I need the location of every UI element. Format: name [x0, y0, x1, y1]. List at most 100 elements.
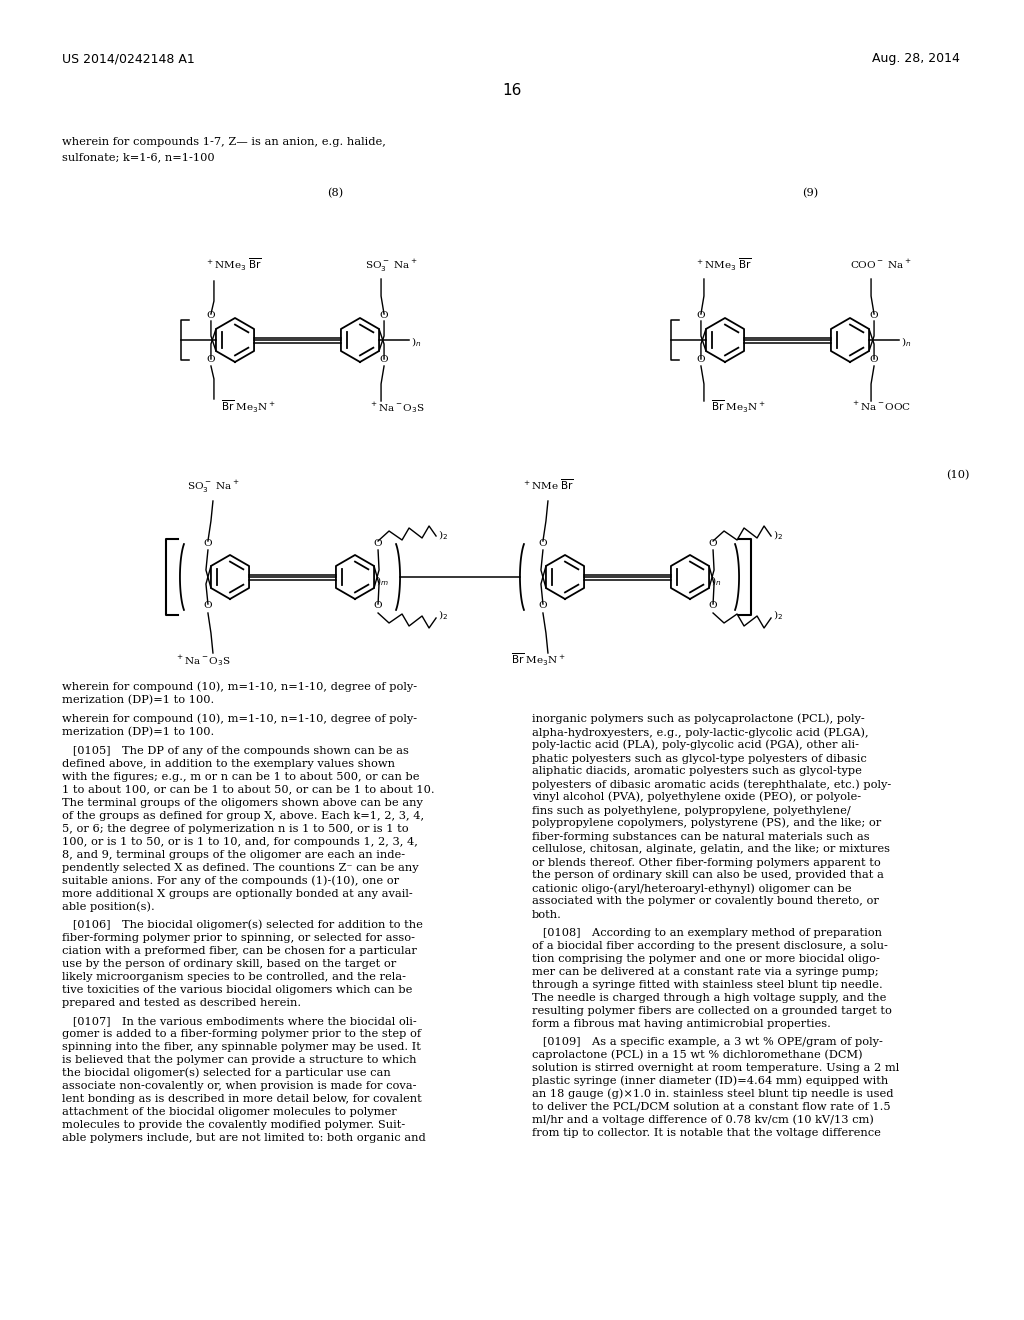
Text: The terminal groups of the oligomers shown above can be any: The terminal groups of the oligomers sho…	[62, 797, 423, 808]
Text: resulting polymer fibers are collected on a grounded target to: resulting polymer fibers are collected o…	[532, 1006, 892, 1015]
Text: [0105] The DP of any of the compounds shown can be as: [0105] The DP of any of the compounds sh…	[62, 746, 409, 755]
Text: polyesters of dibasic aromatic acids (terephthalate, etc.) poly-: polyesters of dibasic aromatic acids (te…	[532, 779, 891, 789]
Text: vinyl alcohol (PVA), polyethylene oxide (PEO), or polyole-: vinyl alcohol (PVA), polyethylene oxide …	[532, 792, 861, 803]
Text: 5, or 6; the degree of polymerization n is 1 to 500, or is 1 to: 5, or 6; the degree of polymerization n …	[62, 824, 409, 834]
Text: $^+$Na$^-$O$_3$S: $^+$Na$^-$O$_3$S	[369, 400, 425, 414]
Text: O: O	[374, 539, 382, 548]
Text: )$_2$: )$_2$	[438, 528, 449, 541]
Text: SO$_3^-$ Na$^+$: SO$_3^-$ Na$^+$	[186, 479, 240, 495]
Text: suitable anions. For any of the compounds (1)-(10), one or: suitable anions. For any of the compound…	[62, 875, 399, 886]
Text: plastic syringe (inner diameter (ID)=4.64 mm) equipped with: plastic syringe (inner diameter (ID)=4.6…	[532, 1076, 888, 1086]
Text: attachment of the biocidal oligomer molecules to polymer: attachment of the biocidal oligomer mole…	[62, 1107, 396, 1117]
Text: tive toxicities of the various biocidal oligomers which can be: tive toxicities of the various biocidal …	[62, 985, 413, 995]
Text: tion comprising the polymer and one or more biocidal oligo-: tion comprising the polymer and one or m…	[532, 953, 880, 964]
Text: O: O	[380, 355, 388, 364]
Text: $^+$NMe$_3$ $\overline{\rm Br}$: $^+$NMe$_3$ $\overline{\rm Br}$	[206, 256, 262, 273]
Text: of the groups as defined for group X, above. Each k=1, 2, 3, 4,: of the groups as defined for group X, ab…	[62, 810, 424, 821]
Text: gomer is added to a fiber-forming polymer prior to the step of: gomer is added to a fiber-forming polyme…	[62, 1030, 421, 1039]
Text: polypropylene copolymers, polystyrene (PS), and the like; or: polypropylene copolymers, polystyrene (P…	[532, 818, 882, 829]
Text: O: O	[696, 312, 706, 319]
Text: alpha-hydroxyesters, e.g., poly-lactic-glycolic acid (PLGA),: alpha-hydroxyesters, e.g., poly-lactic-g…	[532, 727, 868, 738]
Text: wherein for compound (10), m=1-10, n=1-10, degree of poly-: wherein for compound (10), m=1-10, n=1-1…	[62, 714, 417, 725]
Text: able polymers include, but are not limited to: both organic and: able polymers include, but are not limit…	[62, 1133, 426, 1143]
Text: fiber-forming substances can be natural materials such as: fiber-forming substances can be natural …	[532, 832, 869, 842]
Text: The needle is charged through a high voltage supply, and the: The needle is charged through a high vol…	[532, 993, 887, 1003]
Text: $\overline{\rm Br}$ Me$_3$N$^+$: $\overline{\rm Br}$ Me$_3$N$^+$	[511, 652, 565, 668]
Text: 1 to about 100, or can be 1 to about 50, or can be 1 to about 10.: 1 to about 100, or can be 1 to about 50,…	[62, 784, 434, 795]
Text: )$_2$: )$_2$	[773, 609, 783, 622]
Text: is believed that the polymer can provide a structure to which: is believed that the polymer can provide…	[62, 1055, 417, 1065]
Text: form a fibrous mat having antimicrobial properties.: form a fibrous mat having antimicrobial …	[532, 1019, 830, 1028]
Text: both.: both.	[532, 909, 562, 920]
Text: O: O	[709, 539, 718, 548]
Text: $^+$Na$^-$OOC: $^+$Na$^-$OOC	[851, 400, 911, 413]
Text: inorganic polymers such as polycaprolactone (PCL), poly-: inorganic polymers such as polycaprolact…	[532, 714, 864, 725]
Text: )$_n$: )$_n$	[901, 335, 911, 348]
Text: SO$_3^-$ Na$^+$: SO$_3^-$ Na$^+$	[365, 257, 417, 275]
Text: )$_m$: )$_m$	[376, 574, 389, 587]
Text: O: O	[709, 601, 718, 610]
Text: fiber-forming polymer prior to spinning, or selected for asso-: fiber-forming polymer prior to spinning,…	[62, 933, 415, 942]
Text: pendently selected X as defined. The countions Z⁻ can be any: pendently selected X as defined. The cou…	[62, 863, 419, 873]
Text: US 2014/0242148 A1: US 2014/0242148 A1	[62, 51, 195, 65]
Text: more additional X groups are optionally bonded at any avail-: more additional X groups are optionally …	[62, 888, 413, 899]
Text: COO$^-$ Na$^+$: COO$^-$ Na$^+$	[850, 257, 912, 271]
Text: $^+$NMe $\overline{\rm Br}$: $^+$NMe $\overline{\rm Br}$	[522, 478, 573, 492]
Text: $^+$Na$^-$O$_3$S: $^+$Na$^-$O$_3$S	[175, 653, 230, 668]
Text: spinning into the fiber, any spinnable polymer may be used. It: spinning into the fiber, any spinnable p…	[62, 1041, 421, 1052]
Text: $\overline{\rm Br}$ Me$_3$N$^+$: $\overline{\rm Br}$ Me$_3$N$^+$	[221, 399, 275, 414]
Text: )$_2$: )$_2$	[773, 528, 783, 541]
Text: (10): (10)	[946, 470, 970, 480]
Text: use by the person of ordinary skill, based on the target or: use by the person of ordinary skill, bas…	[62, 958, 396, 969]
Text: molecules to provide the covalently modified polymer. Suit-: molecules to provide the covalently modi…	[62, 1121, 406, 1130]
Text: defined above, in addition to the exemplary values shown: defined above, in addition to the exempl…	[62, 759, 395, 768]
Text: O: O	[539, 601, 547, 610]
Text: ciation with a preformed fiber, can be chosen for a particular: ciation with a preformed fiber, can be c…	[62, 946, 417, 956]
Text: lent bonding as is described in more detail below, for covalent: lent bonding as is described in more det…	[62, 1094, 422, 1104]
Text: O: O	[869, 312, 879, 319]
Text: from tip to collector. It is notable that the voltage difference: from tip to collector. It is notable tha…	[532, 1127, 881, 1138]
Text: O: O	[539, 539, 547, 548]
Text: mer can be delivered at a constant rate via a syringe pump;: mer can be delivered at a constant rate …	[532, 966, 879, 977]
Text: with the figures; e.g., m or n can be 1 to about 500, or can be: with the figures; e.g., m or n can be 1 …	[62, 772, 420, 781]
Text: merization (DP)=1 to 100.: merization (DP)=1 to 100.	[62, 727, 214, 738]
Text: Aug. 28, 2014: Aug. 28, 2014	[872, 51, 961, 65]
Text: prepared and tested as described herein.: prepared and tested as described herein.	[62, 998, 301, 1008]
Text: an 18 gauge (g)×1.0 in. stainless steel blunt tip needle is used: an 18 gauge (g)×1.0 in. stainless steel …	[532, 1088, 894, 1098]
Text: O: O	[380, 312, 388, 319]
Text: solution is stirred overnight at room temperature. Using a 2 ml: solution is stirred overnight at room te…	[532, 1063, 899, 1073]
Text: 8, and 9, terminal groups of the oligomer are each an inde-: 8, and 9, terminal groups of the oligome…	[62, 850, 406, 859]
Text: cellulose, chitosan, alginate, gelatin, and the like; or mixtures: cellulose, chitosan, alginate, gelatin, …	[532, 845, 890, 854]
Text: merization (DP)=1 to 100.: merization (DP)=1 to 100.	[62, 694, 214, 705]
Text: the biocidal oligomer(s) selected for a particular use can: the biocidal oligomer(s) selected for a …	[62, 1068, 391, 1078]
Text: O: O	[207, 312, 215, 319]
Text: wherein for compound (10), m=1-10, n=1-10, degree of poly-: wherein for compound (10), m=1-10, n=1-1…	[62, 681, 417, 692]
Text: aliphatic diacids, aromatic polyesters such as glycol-type: aliphatic diacids, aromatic polyesters s…	[532, 767, 862, 776]
Text: wherein for compounds 1-7, Z— is an anion, e.g. halide,: wherein for compounds 1-7, Z— is an anio…	[62, 137, 386, 147]
Text: )$_2$: )$_2$	[438, 609, 449, 622]
Text: likely microorganism species to be controlled, and the rela-: likely microorganism species to be contr…	[62, 972, 406, 982]
Text: [0108] According to an exemplary method of preparation: [0108] According to an exemplary method …	[532, 928, 882, 937]
Text: or blends thereof. Other fiber-forming polymers apparent to: or blends thereof. Other fiber-forming p…	[532, 858, 881, 867]
Text: fins such as polyethylene, polypropylene, polyethylene/: fins such as polyethylene, polypropylene…	[532, 805, 851, 816]
Text: )$_n$: )$_n$	[711, 574, 721, 587]
Text: $^+$NMe$_3$ $\overline{\rm Br}$: $^+$NMe$_3$ $\overline{\rm Br}$	[695, 256, 753, 273]
Text: O: O	[869, 355, 879, 364]
Text: to deliver the PCL/DCM solution at a constant flow rate of 1.5: to deliver the PCL/DCM solution at a con…	[532, 1102, 891, 1111]
Text: (9): (9)	[802, 187, 818, 198]
Text: O: O	[204, 601, 212, 610]
Text: associate non-covalently or, when provision is made for cova-: associate non-covalently or, when provis…	[62, 1081, 417, 1092]
Text: O: O	[374, 601, 382, 610]
Text: poly-lactic acid (PLA), poly-glycolic acid (PGA), other ali-: poly-lactic acid (PLA), poly-glycolic ac…	[532, 741, 859, 751]
Text: associated with the polymer or covalently bound thereto, or: associated with the polymer or covalentl…	[532, 896, 879, 907]
Text: ml/hr and a voltage difference of 0.78 kv/cm (10 kV/13 cm): ml/hr and a voltage difference of 0.78 k…	[532, 1114, 873, 1125]
Text: [0109] As a specific example, a 3 wt % OPE/gram of poly-: [0109] As a specific example, a 3 wt % O…	[532, 1038, 883, 1047]
Text: $\overline{\rm Br}$ Me$_3$N$^+$: $\overline{\rm Br}$ Me$_3$N$^+$	[711, 399, 765, 414]
Text: the person of ordinary skill can also be used, provided that a: the person of ordinary skill can also be…	[532, 870, 884, 880]
Text: )$_n$: )$_n$	[411, 335, 421, 348]
Text: cationic oligo-(aryl/heteroaryl-ethynyl) oligomer can be: cationic oligo-(aryl/heteroaryl-ethynyl)…	[532, 883, 852, 894]
Text: O: O	[696, 355, 706, 364]
Text: phatic polyesters such as glycol-type polyesters of dibasic: phatic polyesters such as glycol-type po…	[532, 754, 866, 763]
Text: (8): (8)	[327, 187, 343, 198]
Text: O: O	[207, 355, 215, 364]
